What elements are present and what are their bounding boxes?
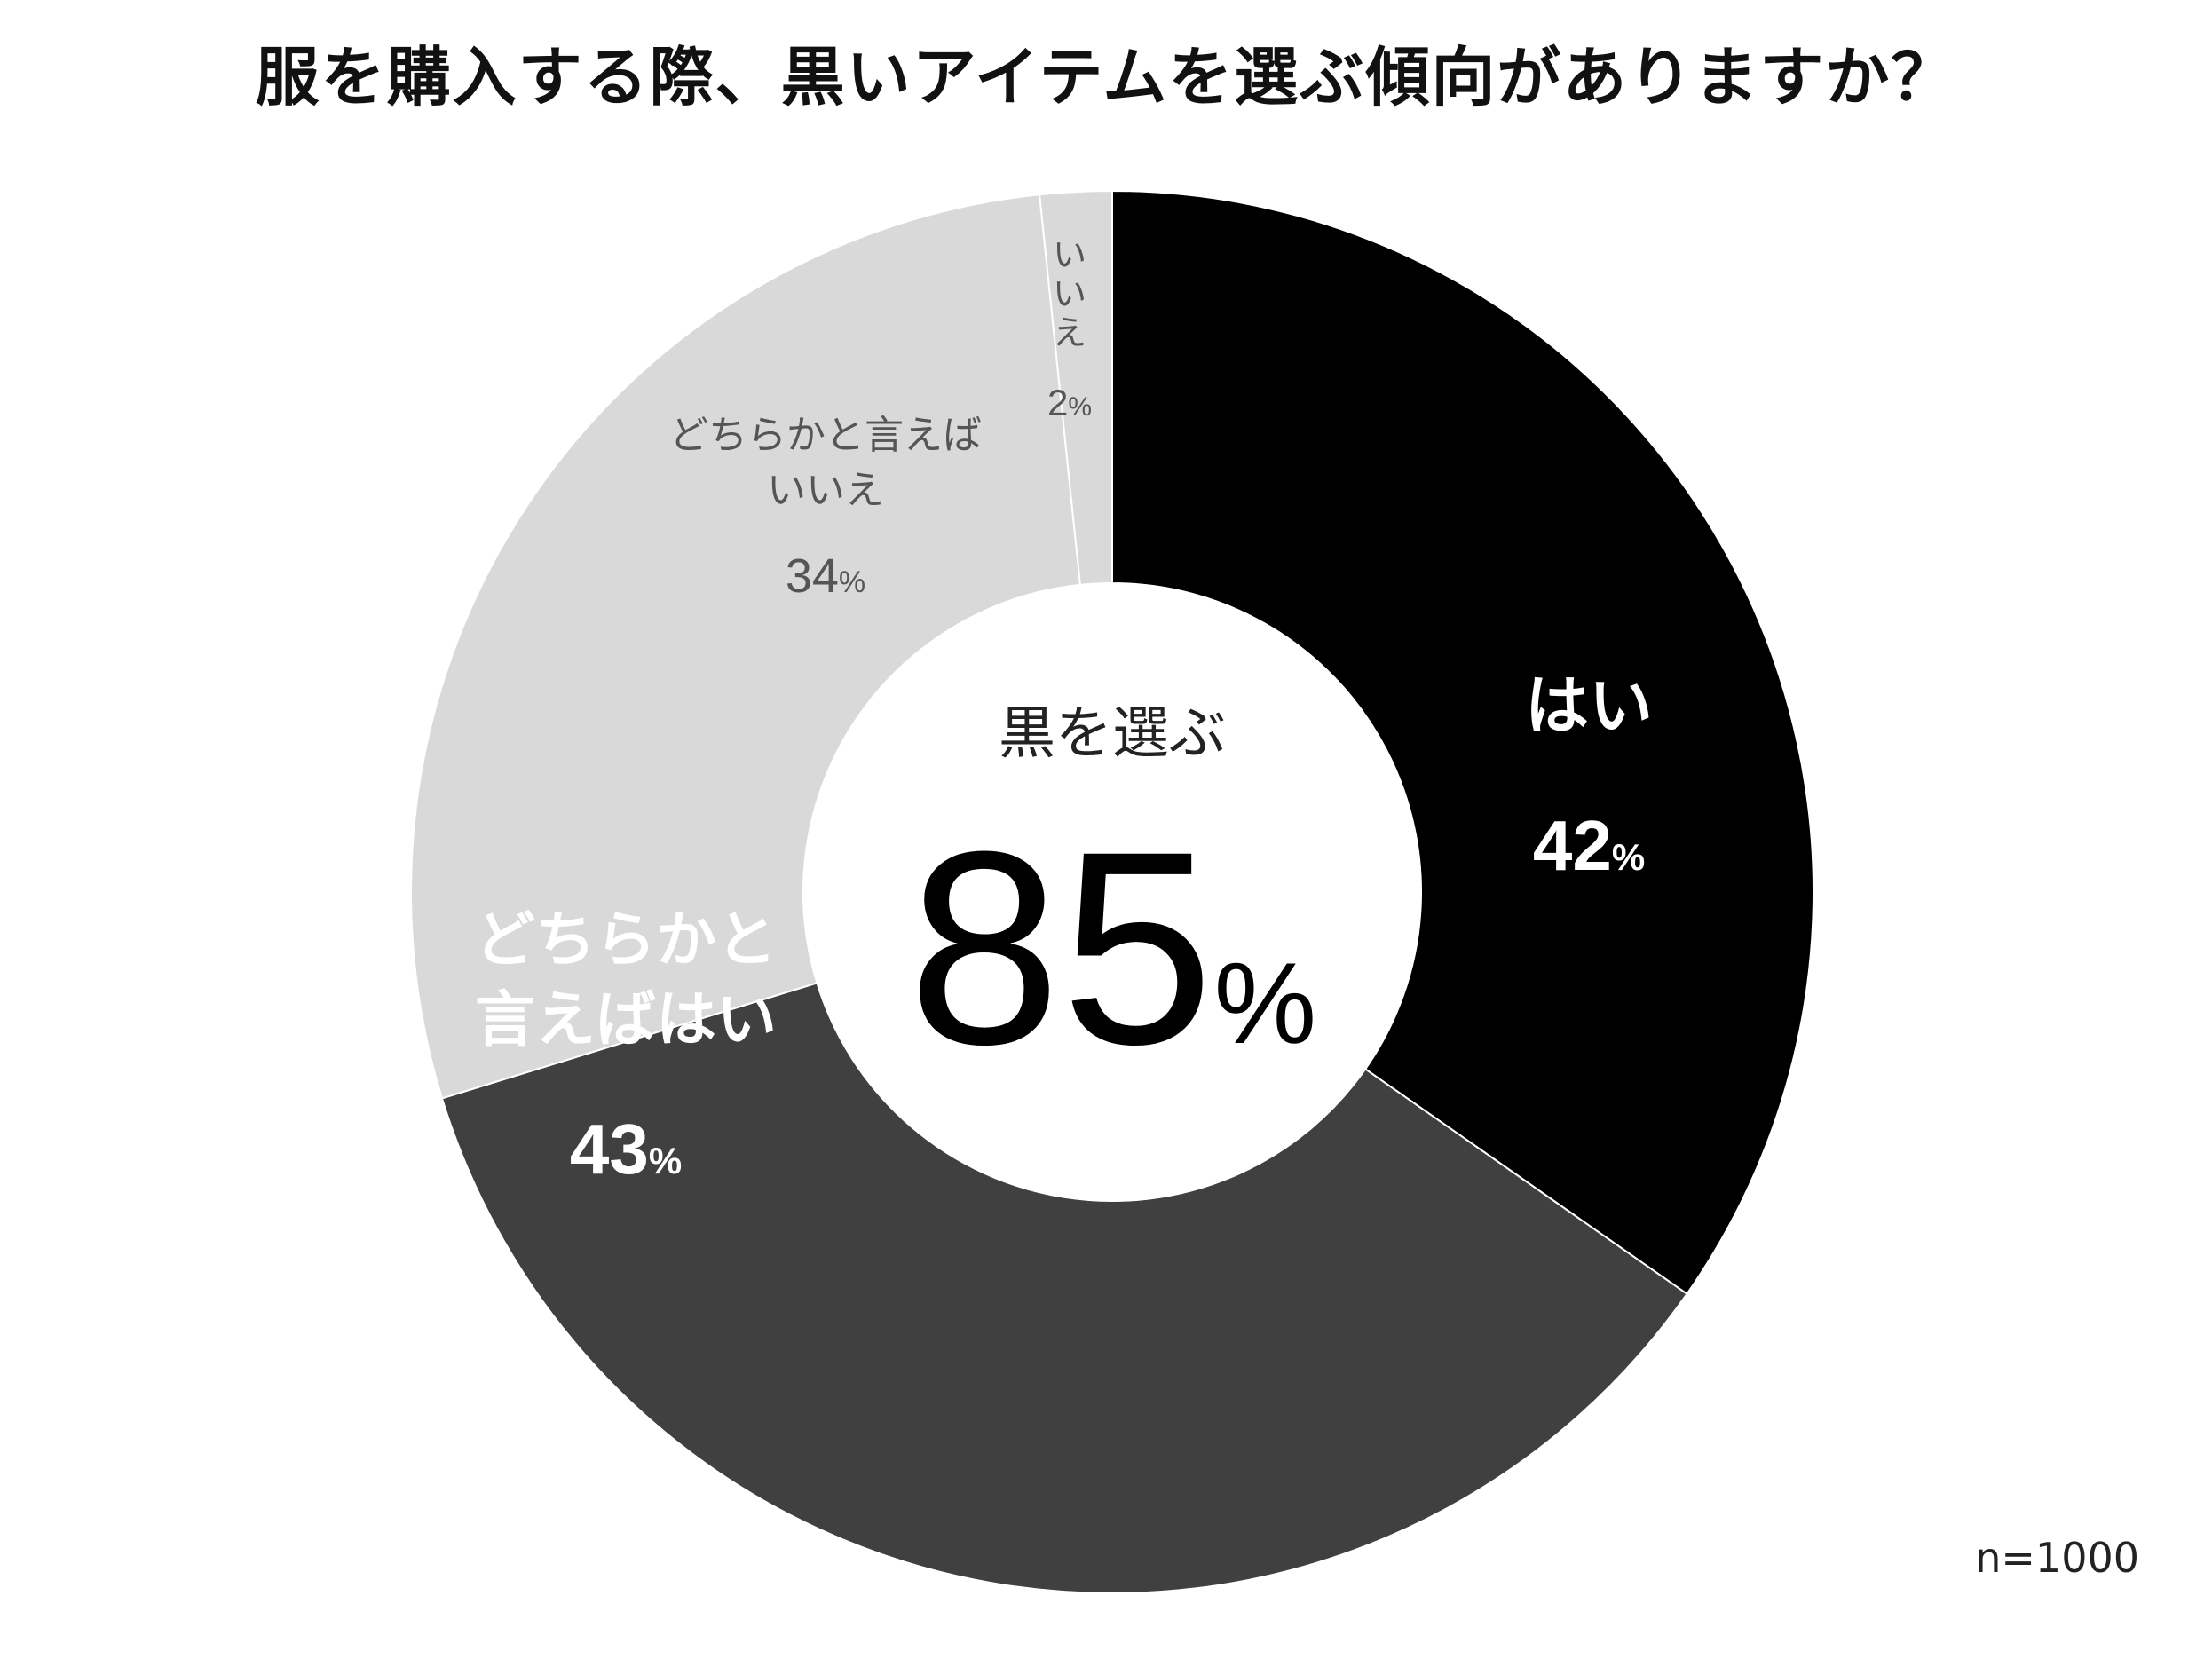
slice-label-line: いいえ [767,468,884,513]
slice-value-3: 34% [786,549,865,603]
chart-title: 服を購入する際、黒いアイテムを選ぶ傾向がありますか？ [255,40,1957,115]
donut-hole [803,583,1421,1201]
slice-label-3: どちらかと言えばいいえ [669,413,982,513]
center-caption: 黒を選ぶ [999,701,1226,767]
center-total: 85% [908,794,1316,1102]
center-total-value: 85 [908,794,1214,1102]
slice-label-2: どちらかと言えばはい [475,905,777,1055]
slice-value-4: 2% [1047,382,1092,423]
center-total-unit: % [1214,938,1317,1068]
slice-label-line: はい [1525,668,1653,743]
slice-label-line: え [1053,313,1086,352]
slice-label-line: い [1053,274,1086,313]
slice-label-1: はい [1525,668,1653,743]
slice-label-line: どちらかと [475,905,777,976]
slice-label-4: いいえ [1053,235,1086,352]
slice-label-line: どちらかと言えば [669,413,982,458]
slice-label-line: い [1053,235,1086,274]
sample-size-note: n=1000 [1975,1534,2139,1582]
donut-slices [410,189,1814,1594]
slice-2 [440,982,1688,1594]
slice-label-line: 言えばはい [475,985,777,1055]
slice-value-2: 43% [570,1110,682,1189]
slice-value-1: 42% [1533,806,1645,885]
